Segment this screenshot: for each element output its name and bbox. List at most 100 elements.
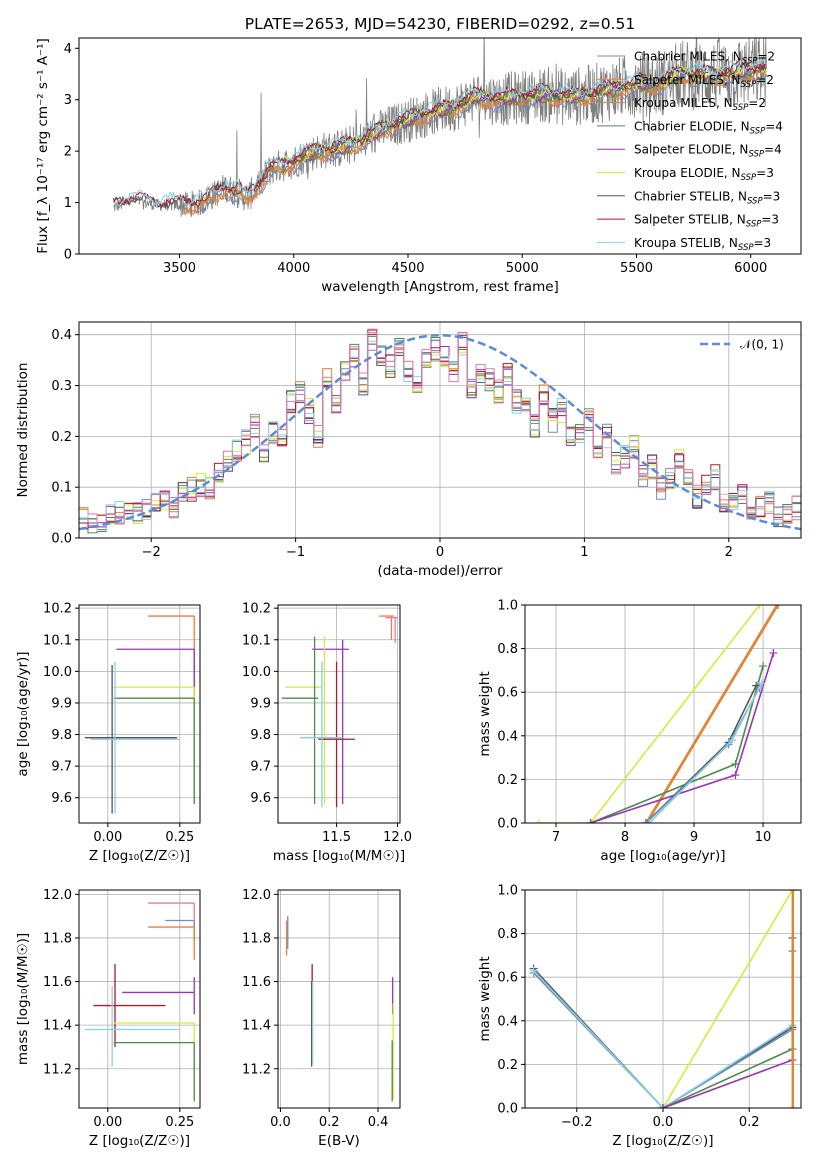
plot-area (285, 916, 394, 1102)
panel-residuals: −2 −1 0 1 2 0.0 0.1 0.2 0.3 0.4 (data-model)/error… (15, 321, 802, 579)
y-tick-label: 1.0 (497, 599, 518, 614)
histogram-hist_pink (79, 332, 801, 528)
y-tick-label: 4 (64, 42, 72, 57)
x-tick-label: 6000 (734, 261, 767, 276)
y-tick-label: 0.2 (497, 773, 518, 788)
legend-label: Kroupa ELODIE, NSSP=3 (634, 166, 774, 183)
y-tick-label: 10.0 (43, 665, 72, 680)
legend-subscript: SSP (733, 103, 749, 113)
y-tick-label: 11.6 (43, 975, 72, 990)
y-tick-label: 11.6 (242, 975, 271, 990)
legend-label: Chabrier MILES, NSSP=2 (634, 50, 775, 67)
legend-count: =2 (748, 96, 766, 110)
legend-label: Salpeter STELIB, NSSP=3 (634, 213, 779, 230)
y-tick-label: 11.2 (43, 1062, 72, 1077)
y-tick-label: 2 (64, 145, 72, 160)
axes-frame (524, 889, 802, 1109)
histogram-salpeter_elodie (79, 329, 801, 530)
y-tick-label: 11.8 (242, 931, 271, 946)
y-tick-label: 10.2 (43, 602, 72, 617)
y-axis-label: Flux [f_λ 10⁻¹⁷ erg cm⁻² s⁻¹ A⁻¹] (35, 38, 51, 254)
series-line-chabrier_elodie (590, 665, 764, 823)
y-tick-label: 11.8 (43, 931, 72, 946)
figure-title: PLATE=2653, MJD=54230, FIBERID=0292, z=0… (245, 15, 635, 33)
panel-age_vs_Z: 0.00 0.25 9.6 9.7 9.8 9.9 10.0 10.1 10.2 Z [log₁₀… (15, 602, 201, 864)
x-tick-label: 0.4 (368, 1115, 389, 1130)
legend-subscript: SSP (738, 243, 754, 253)
legend-count: =4 (764, 143, 782, 157)
legend-count: =4 (765, 119, 783, 133)
y-axis-label: mass weight (477, 956, 493, 1041)
y-tick-label: 9.9 (51, 696, 72, 711)
x-tick-label: 0.00 (93, 830, 122, 845)
y-tick-label: 0.0 (51, 532, 72, 547)
legend-label: Kroupa MILES, NSSP=2 (634, 96, 766, 113)
legend-subscript: SSP (742, 57, 758, 67)
plot-area (529, 890, 798, 1108)
x-axis-label: E(B-V) (318, 1133, 360, 1149)
plot-area (112, 38, 768, 218)
axes-frame (524, 604, 802, 824)
x-tick-label: 0.0 (270, 1115, 291, 1130)
y-tick-label: 1.0 (497, 884, 518, 899)
x-tick-label: 9 (690, 830, 698, 845)
y-tick-label: 1 (64, 196, 72, 211)
y-tick-label: 9.8 (250, 728, 271, 743)
y-tick-label: 9.9 (250, 696, 271, 711)
series-marker-salpeter_miles (788, 1104, 797, 1108)
series-marker-salpeter_elodie (731, 771, 740, 780)
legend: 𝒩(0, 1) (700, 338, 784, 352)
series-marker-kroupa_stelib (728, 736, 736, 745)
y-tick-label: 10.2 (242, 602, 271, 617)
axes-frame (277, 889, 401, 1109)
y-tick-label: 9.6 (250, 791, 271, 806)
legend-count: =3 (763, 189, 781, 203)
series-line-kroupa_miles (646, 605, 779, 823)
x-tick-label: 5500 (620, 261, 653, 276)
y-tick-label: 11.4 (43, 1019, 72, 1034)
plot-area (84, 902, 195, 1102)
series-marker-kroupa_miles (774, 605, 783, 609)
x-tick-label: 4000 (277, 261, 310, 276)
y-tick-label: 0.3 (51, 379, 72, 394)
y-axis-label: Normed distribution (15, 363, 31, 498)
legend-label: Salpeter MILES, NSSP=2 (634, 73, 774, 90)
series-marker-salpeter_elodie (586, 819, 595, 823)
legend-count: =2 (756, 73, 774, 87)
plot-area (79, 328, 801, 534)
y-tick-label: 11.4 (242, 1019, 271, 1034)
series-line-chabrier_stelib (645, 685, 757, 823)
plot-area (281, 615, 398, 808)
series-line-chabrier_miles (645, 687, 761, 823)
legend-label: Salpeter ELODIE, NSSP=4 (634, 143, 782, 160)
legend-subscript: SSP (741, 80, 757, 90)
legend-label: 𝒩(0, 1) (740, 338, 784, 352)
x-tick-label: 12.0 (383, 830, 412, 845)
series-line-salpeter_elodie (590, 652, 775, 823)
series-marker-kroupa_stelib (529, 966, 538, 975)
x-tick-label: 10 (755, 830, 772, 845)
series-marker-kroupa_miles (789, 890, 798, 894)
series-marker-salpeter_elodie (659, 1104, 667, 1108)
legend-label: Kroupa STELIB, NSSP=3 (634, 236, 771, 253)
legend-subscript: SSP (741, 173, 757, 183)
x-tick-label: 0.2 (319, 1115, 340, 1130)
plot-area (84, 615, 195, 814)
x-axis-label: Z [log₁₀(Z/Z☉)] (89, 1133, 190, 1149)
y-tick-label: 0.2 (497, 1058, 518, 1073)
x-tick-label: −1 (286, 545, 305, 560)
y-tick-label: 0.0 (497, 1102, 518, 1117)
y-axis-label: age [log₁₀(age/yr)] (15, 651, 31, 776)
y-tick-label: 10.1 (43, 633, 72, 648)
x-axis-label: age [log₁₀(age/yr)] (600, 848, 725, 864)
x-tick-label: 0.0 (653, 1115, 674, 1130)
y-tick-label: 0.4 (497, 729, 518, 744)
x-tick-label: 5000 (506, 261, 539, 276)
x-tick-label: −2 (142, 545, 161, 560)
series-line-salpeter_elodie (662, 938, 794, 1108)
series-line-chabrier_stelib (533, 967, 793, 1108)
legend-subscript: SSP (747, 196, 763, 206)
y-tick-label: 0.6 (497, 971, 518, 986)
x-tick-label: 0.25 (165, 830, 194, 845)
y-axis-label: mass weight (477, 671, 493, 756)
